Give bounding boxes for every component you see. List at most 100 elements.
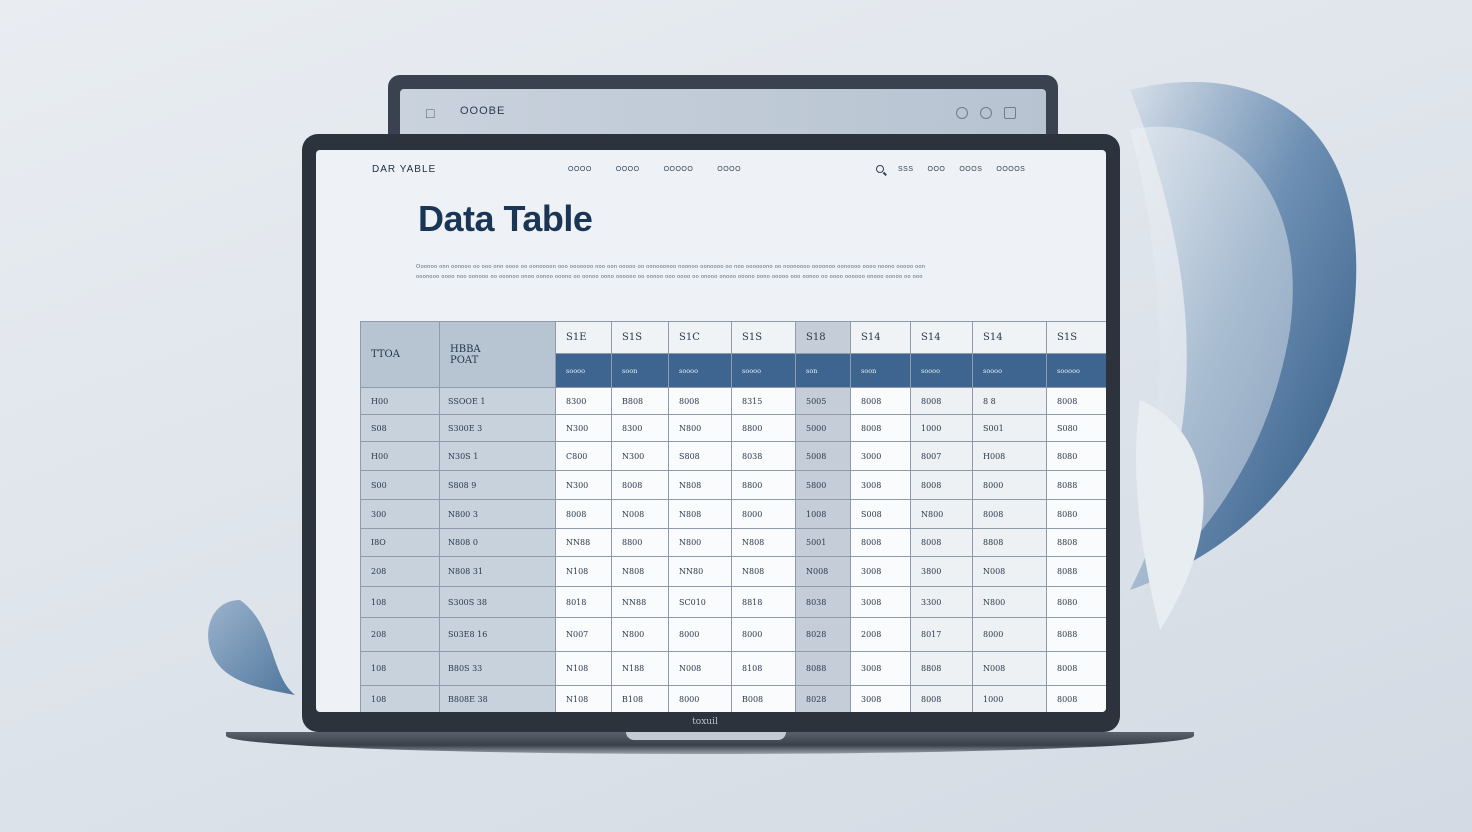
column-header-line: POAT: [450, 354, 479, 366]
table-cell: 8008: [1046, 387, 1106, 415]
page-description: Ooonoo onn oonooo oo ooo onn oooo oo oon…: [416, 264, 926, 280]
table-cell: S808: [668, 441, 732, 471]
table-cell: 8 8: [972, 387, 1047, 415]
table-cell: 3008: [850, 470, 911, 500]
circle-icon[interactable]: [956, 107, 968, 119]
nav-right-link[interactable]: SSS: [898, 165, 914, 173]
column-subheader: soooo: [731, 353, 796, 388]
table-cell: 8000: [972, 617, 1047, 652]
table-cell: N108: [555, 651, 612, 686]
table-cell: N188: [611, 651, 669, 686]
column-subheader: soooo: [668, 353, 732, 388]
brand-label[interactable]: DAR YABLE: [372, 164, 437, 175]
row-label-cell: H00: [360, 441, 440, 471]
nav-links: OOOO OOOO OOOOO OOOO: [568, 166, 741, 173]
table-row[interactable]: 108 B80S 33 N108 N188 N008 8108 8088 3008 8808 N0…: [360, 651, 1106, 686]
column-header[interactable]: S1E: [555, 321, 612, 354]
table-cell: 8000: [668, 685, 732, 712]
table-cell: B80S 33: [439, 651, 556, 686]
table-cell: N808: [611, 556, 669, 587]
nav-link[interactable]: OOOO: [717, 166, 742, 173]
table-cell: 8008: [850, 528, 911, 557]
table-cell: N008: [795, 556, 851, 587]
nav-link[interactable]: OOOO: [615, 166, 640, 173]
table-cell: 8080: [1046, 441, 1106, 471]
table-cell: 8028: [795, 685, 851, 712]
table-row[interactable]: S00 S808 9 N300 8008 N808 8800 5800 3008 8008 800…: [360, 470, 1106, 500]
column-header[interactable]: S1S: [1046, 321, 1106, 354]
table-cell: 8300: [555, 387, 612, 415]
table-row[interactable]: 108 B808E 38 N108 B108 8000 B008 8028 3008 8008 1…: [360, 685, 1106, 712]
column-header-data-point[interactable]: HBBA POAT: [439, 321, 556, 388]
table-cell: N300: [611, 441, 669, 471]
table-cell: 8008: [1046, 651, 1106, 686]
column-header-line: HBBA: [450, 343, 481, 355]
table-row[interactable]: H00 N30S 1 C800 N300 S808 8038 5008 3000 8007 H00…: [360, 441, 1106, 471]
table-cell: N800: [668, 414, 732, 442]
table-cell: C800: [555, 441, 612, 471]
table-cell: 8000: [972, 470, 1047, 500]
square-icon[interactable]: [1004, 107, 1016, 119]
column-header[interactable]: S1C: [668, 321, 732, 354]
column-subheader: soooo: [910, 353, 973, 388]
search-icon[interactable]: [876, 165, 884, 173]
table-cell: 8080: [1046, 499, 1106, 529]
table-row[interactable]: S08 S300E 3 N300 8300 N800 8800 5000 8008 1000 S0…: [360, 414, 1106, 442]
table-row[interactable]: 108 S300S 38 8018 NN88 SC010 8818 8038 3008 3300…: [360, 586, 1106, 618]
row-label-cell: S00: [360, 470, 440, 500]
table-cell: 8018: [555, 586, 612, 618]
column-header[interactable]: S14: [850, 321, 911, 354]
laptop-lid: DAR YABLE OOOO OOOO OOOOO OOOO SSS OOO O…: [302, 134, 1120, 732]
nav-right-link[interactable]: OOOOS: [996, 165, 1026, 173]
table-cell: NN88: [555, 528, 612, 557]
back-monitor: □ OOOBE: [388, 75, 1058, 145]
back-brand-label: OOOBE: [460, 105, 506, 117]
table-row[interactable]: I8O N808 0 NN88 8800 N800 N808 5001 8008 8008 880…: [360, 528, 1106, 557]
back-monitor-icons: [956, 107, 1016, 119]
circle-icon[interactable]: [980, 107, 992, 119]
table-cell: 1008: [795, 499, 851, 529]
column-subheader: sooooo: [1046, 353, 1106, 388]
row-label-cell: 208: [360, 556, 440, 587]
table-cell: 8008: [910, 685, 973, 712]
table-cell: 8808: [1046, 528, 1106, 557]
nav-right-link[interactable]: OOOS: [959, 165, 983, 173]
table-cell: 5001: [795, 528, 851, 557]
table-cell: B108: [611, 685, 669, 712]
table-cell: 8038: [731, 441, 796, 471]
decorative-leaf-shape: [1120, 81, 1357, 630]
table-row[interactable]: 300 N800 3 8008 N008 N808 8000 1008 S008 N800 800…: [360, 499, 1106, 529]
row-label-cell: S08: [360, 414, 440, 442]
nav-link[interactable]: OOOO: [568, 166, 592, 173]
table-row[interactable]: 208 N808 31 N108 N808 NN80 N808 N008 3008 3800 N0…: [360, 556, 1106, 587]
table-cell: S808 9: [439, 470, 556, 500]
nav-link[interactable]: OOOOO: [663, 166, 694, 173]
table-cell: 3300: [910, 586, 973, 618]
table-cell: 8000: [731, 617, 796, 652]
table-cell: S008: [850, 499, 911, 529]
row-label-cell: 108: [360, 586, 440, 618]
table-cell: N800: [910, 499, 973, 529]
column-header[interactable]: S14: [972, 321, 1047, 354]
column-header[interactable]: S1S: [611, 321, 669, 354]
table-cell: N008: [668, 651, 732, 686]
table-row[interactable]: 208 S03E8 16 N007 N800 8000 8000 8028 2008 8017 8…: [360, 617, 1106, 652]
nav-right-link[interactable]: OOO: [927, 165, 946, 173]
table-cell: SC010: [668, 586, 732, 618]
column-header[interactable]: S1S: [731, 321, 796, 354]
table-cell: 2008: [850, 617, 911, 652]
table-cell: 5008: [795, 441, 851, 471]
table-cell: 8088: [1046, 556, 1106, 587]
table-cell: 8800: [611, 528, 669, 557]
table-row[interactable]: H00 SSOOE 1 8300 B808 8008 8315 5005 8008 8008 8 …: [360, 387, 1106, 415]
table-cell: 8000: [731, 499, 796, 529]
table-cell: 8007: [910, 441, 973, 471]
column-header-row-label[interactable]: TTOA: [360, 321, 440, 388]
column-header[interactable]: S18: [795, 321, 851, 354]
table-cell: 8088: [1046, 470, 1106, 500]
table-cell: 8008: [850, 414, 911, 442]
table-cell: N800: [611, 617, 669, 652]
table-cell: S001: [972, 414, 1047, 442]
table-cell: 8008: [910, 387, 973, 415]
column-header[interactable]: S14: [910, 321, 973, 354]
